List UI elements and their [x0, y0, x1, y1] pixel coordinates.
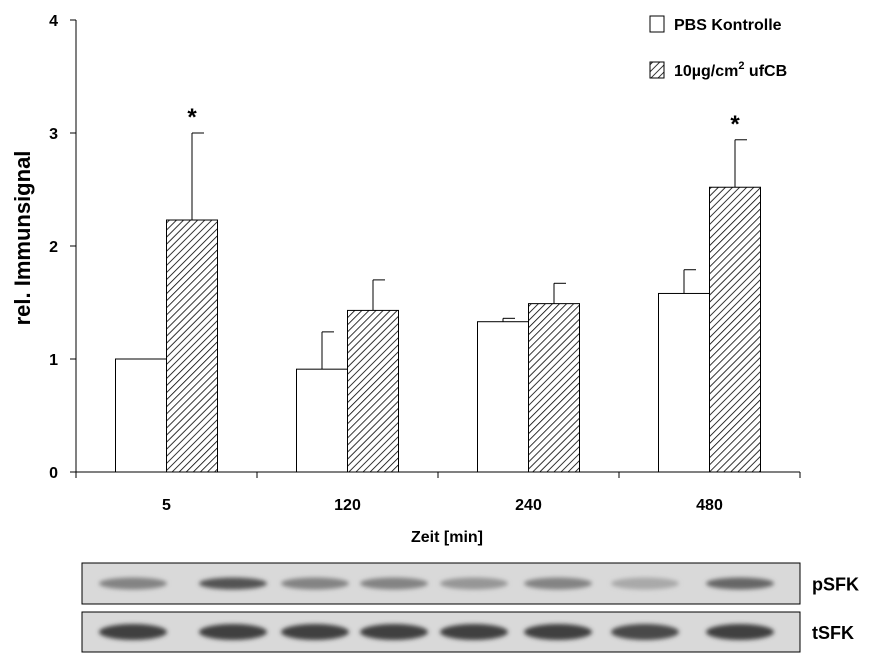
legend: PBS Kontrolle 10µg/cm2 ufCB	[649, 15, 787, 80]
y-axis-label: rel. Immunsignal	[10, 151, 35, 326]
bar-ufcb	[709, 186, 761, 473]
blot-label: tSFK	[812, 623, 854, 643]
y-tick-label: 4	[49, 13, 58, 30]
bar-pbs-kontrolle	[296, 368, 348, 473]
blot-band	[611, 577, 679, 590]
blot-band	[706, 577, 774, 590]
blot-band	[281, 577, 349, 590]
significance-marker: *	[730, 111, 740, 138]
blot-band	[440, 577, 508, 590]
bar-ufcb	[347, 309, 399, 473]
x-tick-label: 120	[334, 497, 361, 514]
blot-band	[524, 577, 592, 590]
x-tick-label: 5	[162, 497, 171, 514]
blot-band	[706, 624, 774, 640]
y-tick-label: 1	[49, 352, 58, 369]
y-tick-label: 0	[49, 465, 58, 482]
blot-band	[611, 624, 679, 640]
blot-band	[360, 624, 428, 640]
blot-band	[199, 577, 267, 590]
blot-band	[281, 624, 349, 640]
legend-label-ufcb: 10µg/cm2 ufCB	[674, 60, 787, 80]
bar-ufcb	[166, 219, 218, 473]
legend-label-pbs: PBS Kontrolle	[674, 17, 782, 34]
y-tick-label: 2	[49, 239, 58, 256]
legend-swatch-pbs	[649, 15, 665, 33]
legend-swatch-ufcb	[649, 61, 665, 79]
x-tick-label: 480	[696, 497, 723, 514]
bar-ufcb	[528, 303, 580, 473]
blot-band	[440, 624, 508, 640]
bar-pbs-kontrolle	[115, 358, 167, 473]
blot-band	[360, 577, 428, 590]
blot-band	[524, 624, 592, 640]
blot-band	[99, 577, 167, 590]
bar-pbs-kontrolle	[658, 292, 710, 473]
x-axis-label: Zeit [min]	[411, 529, 483, 546]
y-tick-label: 3	[49, 126, 58, 143]
blot-band	[99, 624, 167, 640]
x-tick-label: 240	[515, 497, 542, 514]
blot-band	[199, 624, 267, 640]
bar-pbs-kontrolle	[477, 321, 529, 473]
significance-marker: *	[187, 104, 197, 131]
blot-label: pSFK	[812, 575, 859, 595]
